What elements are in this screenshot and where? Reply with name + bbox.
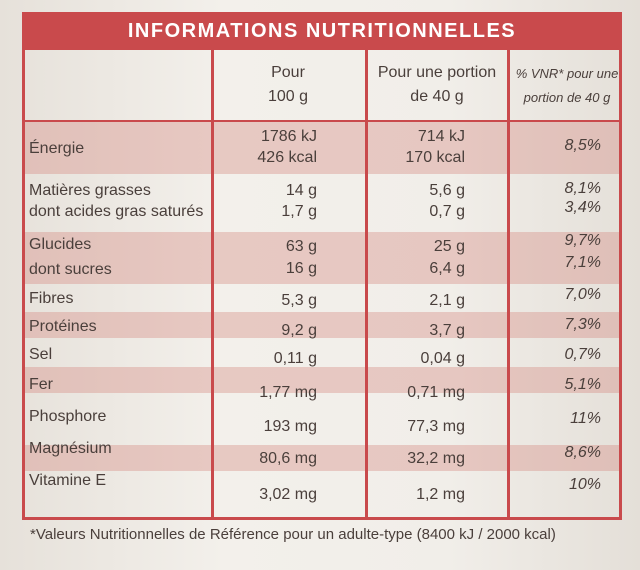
row-fibres-v3: 7,0% bbox=[564, 286, 601, 303]
row-proteines-v3: 7,3% bbox=[564, 316, 601, 333]
nutrition-table: Pour 100 g Pour une portion de 40 g % VN… bbox=[22, 50, 622, 520]
header-col3-line2: portion de 40 g bbox=[523, 90, 611, 105]
row-graisses-v1: 14 g bbox=[285, 182, 317, 199]
row-fer-v2: 0,71 mg bbox=[407, 384, 465, 401]
row-glucides-v1: 63 g bbox=[285, 238, 317, 255]
row-glucides-v2: 25 g bbox=[433, 238, 465, 255]
row-vitamine-e-v1: 3,02 mg bbox=[259, 486, 317, 503]
header-col2-line1: Pour une portion bbox=[377, 64, 497, 81]
row-sel-name: Sel bbox=[29, 346, 53, 363]
row-energie-v3: 8,5% bbox=[564, 137, 601, 154]
row-phosphore-name: Phosphore bbox=[29, 408, 107, 425]
row-magnesium-v2: 32,2 mg bbox=[407, 450, 465, 467]
row-proteines-v2: 3,7 g bbox=[429, 322, 465, 339]
row-phosphore-v1: 193 mg bbox=[263, 418, 317, 435]
row-fibres-name: Fibres bbox=[29, 290, 74, 307]
column-divider-1 bbox=[211, 50, 214, 517]
row-satures-v3: 3,4% bbox=[564, 199, 601, 216]
row-proteines-v1: 9,2 g bbox=[281, 322, 317, 339]
row-fibres-v1: 5,3 g bbox=[281, 292, 317, 309]
row-phosphore-v3: 11% bbox=[570, 410, 601, 427]
table-title: INFORMATIONS NUTRITIONNELLES bbox=[22, 12, 622, 50]
row-vitamine-e-name: Vitamine E bbox=[29, 472, 107, 489]
row-sel-v1: 0,11 g bbox=[273, 350, 317, 367]
row-sucres-v1: 16 g bbox=[285, 260, 317, 277]
row-energie-v1b: 426 kcal bbox=[257, 149, 317, 166]
header-col3-line1: % VNR* pour une bbox=[515, 66, 619, 81]
row-graisses-name: Matières grasses bbox=[29, 182, 151, 199]
row-graisses-v3: 8,1% bbox=[564, 180, 601, 197]
row-energie-name: Énergie bbox=[29, 140, 85, 157]
footnote: *Valeurs Nutritionnelles de Référence po… bbox=[30, 526, 556, 543]
row-energie-v1a: 1786 kJ bbox=[260, 128, 317, 145]
row-glucides-name: Glucides bbox=[29, 236, 92, 253]
row-satures-v1: 1,7 g bbox=[281, 203, 317, 220]
header-col1-line1: Pour bbox=[271, 64, 305, 81]
row-vitamine-e-v2: 1,2 mg bbox=[416, 486, 465, 503]
row-sucres-v2: 6,4 g bbox=[429, 260, 465, 277]
row-glucides-v3: 9,7% bbox=[564, 232, 601, 249]
row-band-magnesium bbox=[25, 445, 619, 471]
row-satures-v2: 0,7 g bbox=[429, 203, 465, 220]
row-fer-v1: 1,77 mg bbox=[259, 384, 317, 401]
row-magnesium-v3: 8,6% bbox=[564, 444, 601, 461]
row-sucres-v3: 7,1% bbox=[564, 254, 601, 271]
column-divider-3 bbox=[507, 50, 510, 517]
row-vitamine-e-v3: 10% bbox=[568, 476, 601, 493]
row-proteines-name: Protéines bbox=[29, 318, 97, 335]
row-band-glucides bbox=[25, 232, 619, 284]
row-fibres-v2: 2,1 g bbox=[429, 292, 465, 309]
row-band-fer bbox=[25, 367, 619, 393]
row-graisses-v2: 5,6 g bbox=[429, 182, 465, 199]
row-energie-v2a: 714 kJ bbox=[417, 128, 465, 145]
row-sel-v3: 0,7% bbox=[564, 346, 601, 363]
row-magnesium-v1: 80,6 mg bbox=[259, 450, 317, 467]
row-satures-name: dont acides gras saturés bbox=[29, 203, 204, 220]
header-col1-line2: 100 g bbox=[267, 88, 309, 105]
row-band-energie bbox=[25, 122, 619, 174]
row-phosphore-v2: 77,3 mg bbox=[407, 418, 465, 435]
row-sel-v2: 0,04 g bbox=[420, 350, 465, 367]
row-fer-v3: 5,1% bbox=[564, 376, 601, 393]
header-col2-line2: de 40 g bbox=[410, 88, 464, 105]
row-band-proteines bbox=[25, 312, 619, 338]
row-fer-name: Fer bbox=[29, 376, 53, 393]
column-divider-2 bbox=[365, 50, 368, 517]
row-magnesium-name: Magnésium bbox=[29, 440, 112, 457]
row-sucres-name: dont sucres bbox=[29, 261, 112, 278]
row-energie-v2b: 170 kcal bbox=[405, 149, 465, 166]
header-divider bbox=[25, 120, 619, 122]
